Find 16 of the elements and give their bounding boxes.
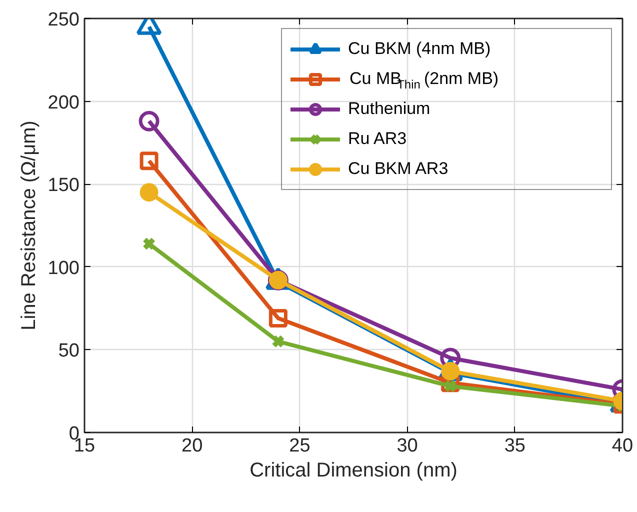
y-tick-label: 150 <box>48 175 80 196</box>
x-tick-label: 25 <box>289 436 310 456</box>
y-axis-title: Line Resistance (Ω/μm) <box>18 120 40 330</box>
x-tick-label: 20 <box>182 436 203 456</box>
y-tick-label: 100 <box>48 258 80 279</box>
legend-label: Ruthenium <box>348 98 432 120</box>
y-tick-label: 250 <box>48 10 80 30</box>
x-axis-title: Critical Dimension (nm) <box>250 460 458 482</box>
x-tick-label: 35 <box>504 436 526 456</box>
x-tick-label: 30 <box>396 436 418 456</box>
y-tick-label: 50 <box>58 340 80 362</box>
legend-label: Cu BKM AR3 <box>348 158 450 180</box>
legend-label: Cu BKM (4nm MB) <box>348 38 492 60</box>
legend-label: Ru AR3 <box>348 128 408 150</box>
x-tick-label: 40 <box>612 436 634 456</box>
y-tick-label: 200 <box>48 92 80 114</box>
